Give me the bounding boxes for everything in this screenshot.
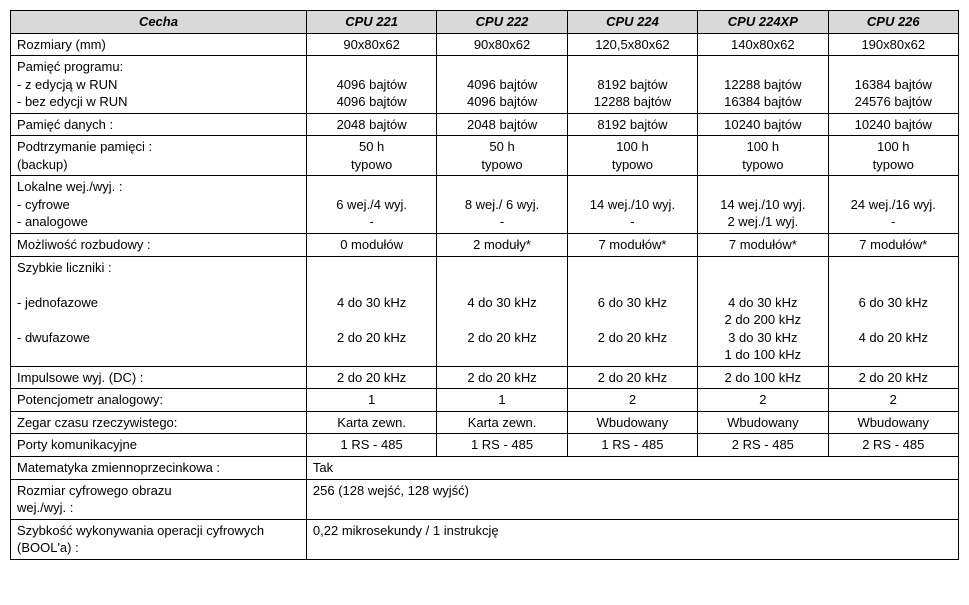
col-cpu-224: CPU 224 — [567, 11, 697, 34]
table-row: Pamięć programu: - z edycją w RUN - bez … — [11, 56, 959, 114]
col-cpu-221: CPU 221 — [306, 11, 436, 34]
cpu-spec-table: CechaCPU 221CPU 222CPU 224CPU 224XPCPU 2… — [10, 10, 959, 560]
spanned-value-cell: 256 (128 wejść, 128 wyjść) — [306, 479, 958, 519]
feature-cell: Potencjometr analogowy: — [11, 389, 307, 412]
value-cell: 7 modułów* — [828, 234, 958, 257]
feature-cell: Matematyka zmiennoprzecinkowa : — [11, 457, 307, 480]
value-cell: 2 do 20 kHz — [828, 366, 958, 389]
spanned-value-cell: Tak — [306, 457, 958, 480]
value-cell: 8192 bajtów — [567, 113, 697, 136]
value-cell: Wbudowany — [698, 411, 828, 434]
col-cpu-226: CPU 226 — [828, 11, 958, 34]
value-cell: 16384 bajtów 24576 bajtów — [828, 56, 958, 114]
header-row: CechaCPU 221CPU 222CPU 224CPU 224XPCPU 2… — [11, 11, 959, 34]
value-cell: 2 RS - 485 — [828, 434, 958, 457]
feature-cell: Zegar czasu rzeczywistego: — [11, 411, 307, 434]
value-cell: 90x80x62 — [306, 33, 436, 56]
value-cell: 1 — [306, 389, 436, 412]
value-cell: 2 RS - 485 — [698, 434, 828, 457]
value-cell: 1 — [437, 389, 567, 412]
value-cell: 2 moduły* — [437, 234, 567, 257]
value-cell: 2048 bajtów — [306, 113, 436, 136]
table-row: Możliwość rozbudowy :0 modułów2 moduły*7… — [11, 234, 959, 257]
table-body: Rozmiary (mm)90x80x6290x80x62120,5x80x62… — [11, 33, 959, 559]
feature-cell: Pamięć danych : — [11, 113, 307, 136]
value-cell: 2048 bajtów — [437, 113, 567, 136]
value-cell: 7 modułów* — [698, 234, 828, 257]
value-cell: 2 — [828, 389, 958, 412]
col-cpu-222: CPU 222 — [437, 11, 567, 34]
value-cell: 1 RS - 485 — [437, 434, 567, 457]
value-cell: Wbudowany — [828, 411, 958, 434]
table-row: Pamięć danych :2048 bajtów2048 bajtów819… — [11, 113, 959, 136]
col-feature: Cecha — [11, 11, 307, 34]
value-cell: 2 — [698, 389, 828, 412]
table-row: Podtrzymanie pamięci : (backup)50 h typo… — [11, 136, 959, 176]
value-cell: 2 do 20 kHz — [437, 366, 567, 389]
feature-cell: Możliwość rozbudowy : — [11, 234, 307, 257]
value-cell: 6 do 30 kHz 2 do 20 kHz — [567, 256, 697, 366]
feature-cell: Porty komunikacyjne — [11, 434, 307, 457]
value-cell: 1 RS - 485 — [306, 434, 436, 457]
table-row: Szybkość wykonywania operacji cyfrowych … — [11, 519, 959, 559]
value-cell: 100 h typowo — [567, 136, 697, 176]
value-cell: 14 wej./10 wyj. 2 wej./1 wyj. — [698, 176, 828, 234]
table-row: Rozmiar cyfrowego obrazu wej./wyj. : 256… — [11, 479, 959, 519]
value-cell: 10240 bajtów — [828, 113, 958, 136]
value-cell: 6 wej./4 wyj. - — [306, 176, 436, 234]
value-cell: 100 h typowo — [698, 136, 828, 176]
value-cell: 8 wej./ 6 wyj. - — [437, 176, 567, 234]
value-cell: 14 wej./10 wyj. - — [567, 176, 697, 234]
value-cell: 2 do 20 kHz — [567, 366, 697, 389]
value-cell: 120,5x80x62 — [567, 33, 697, 56]
table-row: Zegar czasu rzeczywistego:Karta zewn.Kar… — [11, 411, 959, 434]
table-row: Potencjometr analogowy:11222 — [11, 389, 959, 412]
feature-cell: Lokalne wej./wyj. : - cyfrowe - analogow… — [11, 176, 307, 234]
value-cell: 8192 bajtów 12288 bajtów — [567, 56, 697, 114]
value-cell: 6 do 30 kHz 4 do 20 kHz — [828, 256, 958, 366]
value-cell: 4 do 30 kHz 2 do 200 kHz 3 do 30 kHz 1 d… — [698, 256, 828, 366]
value-cell: Wbudowany — [567, 411, 697, 434]
value-cell: Karta zewn. — [437, 411, 567, 434]
value-cell: 0 modułów — [306, 234, 436, 257]
value-cell: 10240 bajtów — [698, 113, 828, 136]
table-row: Porty komunikacyjne1 RS - 4851 RS - 4851… — [11, 434, 959, 457]
value-cell: 4 do 30 kHz 2 do 20 kHz — [306, 256, 436, 366]
value-cell: Karta zewn. — [306, 411, 436, 434]
value-cell: 12288 bajtów 16384 bajtów — [698, 56, 828, 114]
value-cell: 100 h typowo — [828, 136, 958, 176]
value-cell: 7 modułów* — [567, 234, 697, 257]
table-row: Impulsowe wyj. (DC) :2 do 20 kHz2 do 20 … — [11, 366, 959, 389]
value-cell: 4096 bajtów 4096 bajtów — [437, 56, 567, 114]
feature-cell: Szybkie liczniki : - jednofazowe - dwufa… — [11, 256, 307, 366]
value-cell: 4096 bajtów 4096 bajtów — [306, 56, 436, 114]
spanned-value-cell: 0,22 mikrosekundy / 1 instrukcję — [306, 519, 958, 559]
value-cell: 2 — [567, 389, 697, 412]
value-cell: 90x80x62 — [437, 33, 567, 56]
feature-cell: Pamięć programu: - z edycją w RUN - bez … — [11, 56, 307, 114]
feature-cell: Rozmiar cyfrowego obrazu wej./wyj. : — [11, 479, 307, 519]
value-cell: 24 wej./16 wyj. - — [828, 176, 958, 234]
col-cpu-224xp: CPU 224XP — [698, 11, 828, 34]
table-row: Rozmiary (mm)90x80x6290x80x62120,5x80x62… — [11, 33, 959, 56]
value-cell: 50 h typowo — [437, 136, 567, 176]
value-cell: 2 do 20 kHz — [306, 366, 436, 389]
feature-cell: Rozmiary (mm) — [11, 33, 307, 56]
feature-cell: Szybkość wykonywania operacji cyfrowych … — [11, 519, 307, 559]
value-cell: 190x80x62 — [828, 33, 958, 56]
table-row: Szybkie liczniki : - jednofazowe - dwufa… — [11, 256, 959, 366]
feature-cell: Podtrzymanie pamięci : (backup) — [11, 136, 307, 176]
table-row: Lokalne wej./wyj. : - cyfrowe - analogow… — [11, 176, 959, 234]
table-row: Matematyka zmiennoprzecinkowa : Tak — [11, 457, 959, 480]
value-cell: 50 h typowo — [306, 136, 436, 176]
value-cell: 1 RS - 485 — [567, 434, 697, 457]
value-cell: 2 do 100 kHz — [698, 366, 828, 389]
value-cell: 140x80x62 — [698, 33, 828, 56]
value-cell: 4 do 30 kHz 2 do 20 kHz — [437, 256, 567, 366]
feature-cell: Impulsowe wyj. (DC) : — [11, 366, 307, 389]
